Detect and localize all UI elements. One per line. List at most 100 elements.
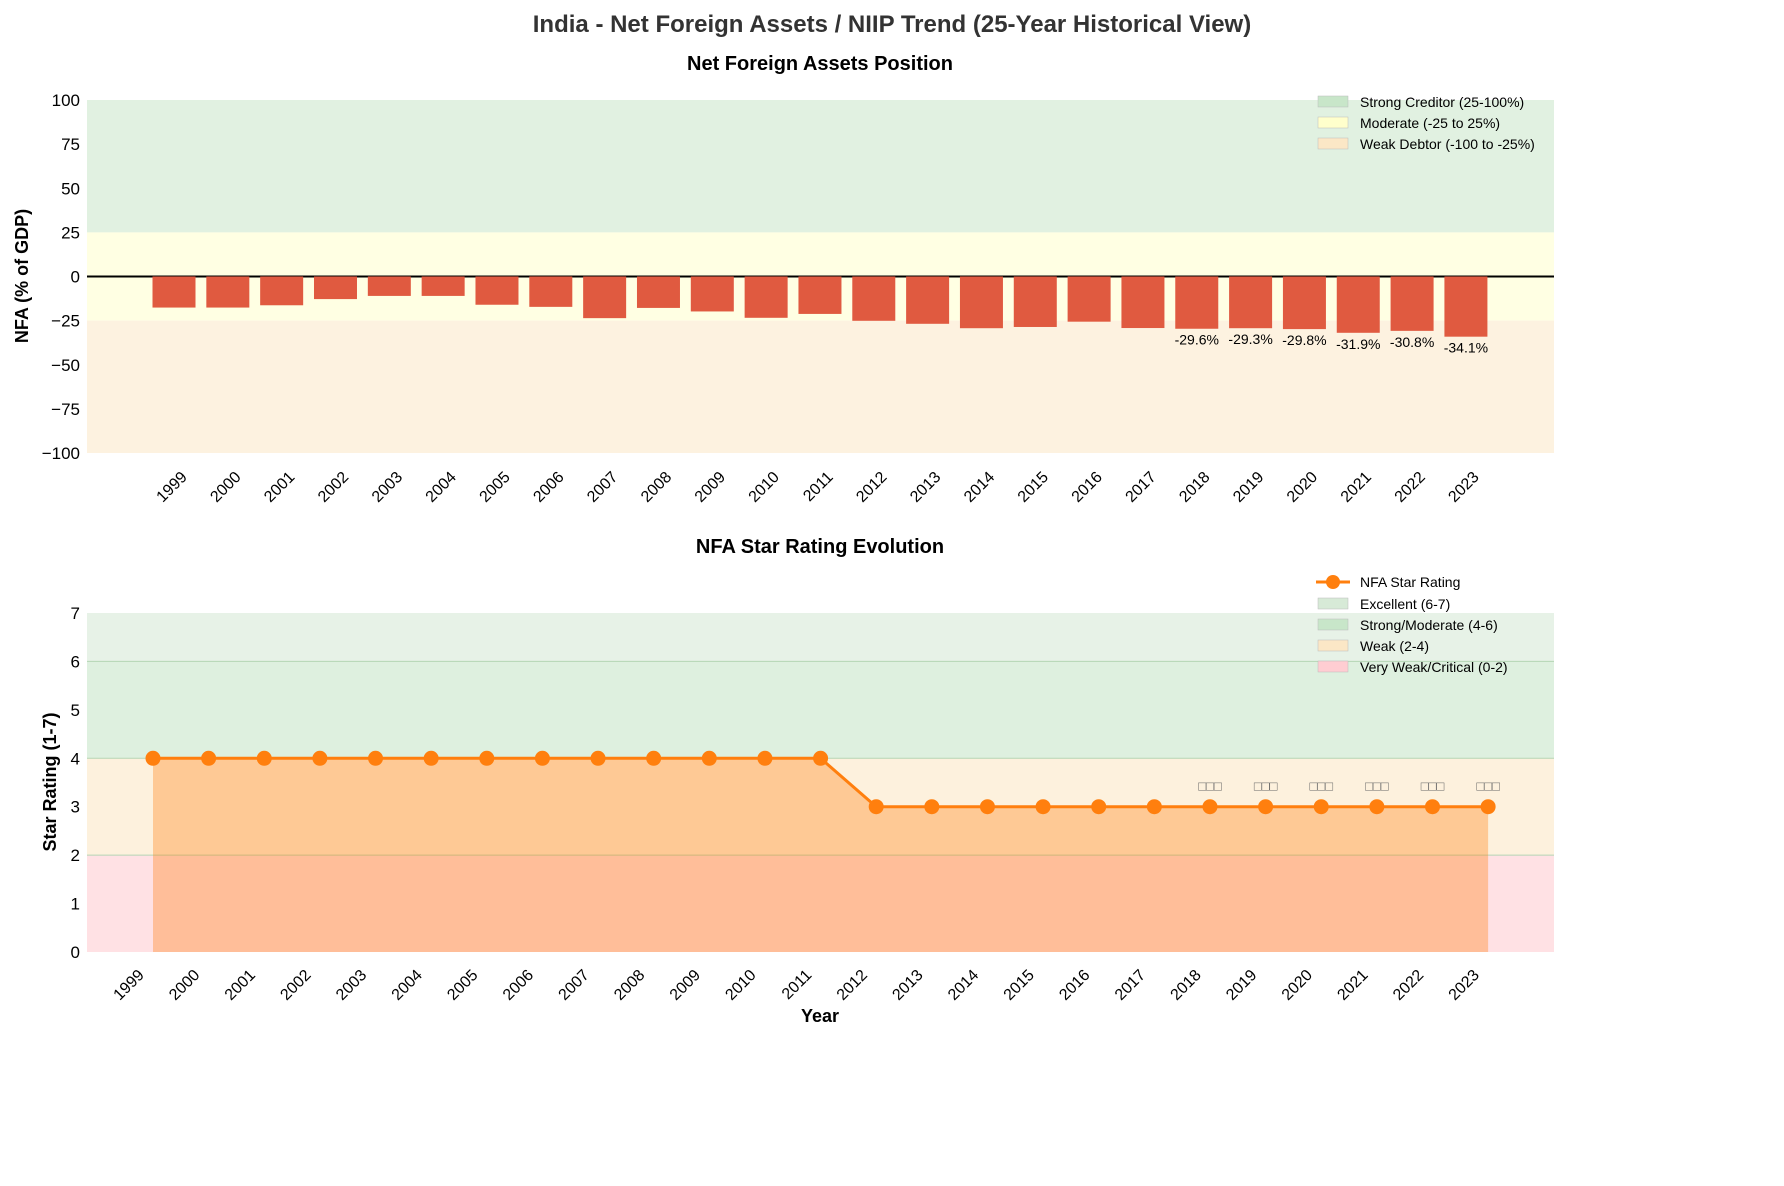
point-label: □□□: [1198, 779, 1222, 794]
x-tick-label: 2001: [222, 967, 259, 1004]
bar-2011: [798, 276, 842, 314]
rating-point-2006: [534, 750, 550, 766]
bar-2003: [367, 276, 411, 296]
x-tick-label: 2001: [261, 469, 298, 506]
x-tick-label: 2004: [423, 469, 460, 506]
data-label: -29.3%: [1228, 331, 1272, 347]
y-tick-label: 50: [61, 179, 80, 198]
y-tick-label: −50: [51, 356, 80, 375]
bar-2012: [852, 276, 896, 321]
y-tick-label: 4: [71, 749, 80, 768]
x-tick-label: 2009: [692, 469, 729, 506]
x-tick-label: 2023: [1445, 469, 1482, 506]
x-tick-label: 2016: [1056, 967, 1093, 1004]
rating-point-2005: [479, 750, 495, 766]
rating-point-2022: [1424, 799, 1440, 815]
x-tick-label: 2020: [1284, 469, 1321, 506]
point-label: □□□: [1421, 779, 1445, 794]
point-label: □□□: [1365, 779, 1389, 794]
y-tick-label: 5: [71, 701, 80, 720]
bar-2020: [1282, 276, 1326, 330]
rating-point-2000: [201, 750, 217, 766]
rating-point-2004: [423, 750, 439, 766]
x-tick-label: 2007: [584, 469, 621, 506]
point-label: □□□: [1309, 779, 1333, 794]
bottom-chart-title: NFA Star Rating Evolution: [696, 536, 944, 558]
x-tick-label: 2021: [1338, 469, 1375, 506]
x-tick-label: 2021: [1334, 967, 1371, 1004]
x-tick-label: 2000: [166, 967, 203, 1004]
band-0: [87, 613, 1554, 662]
legend-swatch: [1317, 618, 1349, 631]
x-tick-label: 2013: [907, 469, 944, 506]
legend-label: Moderate (-25 to 25%): [1360, 115, 1500, 131]
y-tick-label: 25: [61, 223, 80, 242]
bar-2010: [744, 276, 788, 318]
rating-point-2017: [1146, 799, 1162, 815]
x-tick-label: 2007: [556, 967, 593, 1004]
top-y-axis-label: NFA (% of GDP): [12, 209, 32, 343]
rating-point-2015: [1035, 799, 1051, 815]
x-tick-label: 2022: [1390, 967, 1427, 1004]
band-2: [87, 320, 1554, 453]
x-tick-label: 2003: [369, 469, 406, 506]
x-tick-label: 2009: [667, 967, 704, 1004]
x-tick-label: 2004: [389, 967, 426, 1004]
rating-point-2019: [1258, 799, 1274, 815]
y-tick-label: −25: [51, 312, 80, 331]
x-tick-label: 2022: [1392, 469, 1429, 506]
x-tick-label: 1999: [154, 469, 191, 506]
x-tick-label: 2005: [444, 967, 481, 1004]
bar-2005: [475, 276, 519, 305]
x-tick-label: 2015: [1015, 469, 1052, 506]
bar-2021: [1336, 276, 1380, 333]
legend-swatch: [1317, 116, 1349, 129]
y-tick-label: −75: [51, 400, 80, 419]
legend-swatch: [1317, 137, 1349, 150]
bar-2016: [1067, 276, 1111, 322]
bar-2014: [959, 276, 1003, 329]
rating-point-2013: [924, 799, 940, 815]
bar-2013: [906, 276, 950, 324]
x-tick-label: 2023: [1446, 967, 1483, 1004]
legend-label: NFA Star Rating: [1360, 574, 1460, 590]
bar-2022: [1390, 276, 1434, 331]
bar-2008: [636, 276, 680, 308]
bar-1999: [152, 276, 196, 308]
y-tick-label: 1: [71, 895, 80, 914]
x-tick-label: 2018: [1176, 469, 1213, 506]
bar-2006: [529, 276, 573, 307]
bar-2015: [1013, 276, 1057, 327]
top-chart-title: Net Foreign Assets Position: [687, 53, 953, 75]
x-tick-label: 2011: [800, 469, 836, 505]
legend-marker: [1326, 575, 1340, 589]
figure-title: India - Net Foreign Assets / NIIP Trend …: [533, 11, 1251, 38]
x-tick-label: 2006: [530, 469, 567, 506]
x-tick-label: 2016: [1069, 469, 1106, 506]
x-tick-label: 2018: [1168, 967, 1205, 1004]
rating-point-1999: [145, 750, 161, 766]
rating-point-2014: [979, 799, 995, 815]
rating-point-2011: [813, 750, 829, 766]
rating-point-2001: [256, 750, 272, 766]
legend-label: Weak Debtor (-100 to -25%): [1360, 136, 1535, 152]
bar-2019: [1229, 276, 1273, 329]
x-tick-label: 2019: [1230, 469, 1267, 506]
x-tick-label: 2010: [722, 967, 759, 1004]
legend-label: Very Weak/Critical (0-2): [1360, 659, 1508, 675]
rating-point-2003: [368, 750, 384, 766]
bar-2001: [260, 276, 304, 306]
rating-point-2021: [1369, 799, 1385, 815]
legend-label: Weak (2-4): [1360, 638, 1429, 654]
x-tick-label: 2017: [1122, 469, 1159, 506]
legend-swatch: [1317, 597, 1349, 610]
bottom-x-axis-label: Year: [801, 1006, 839, 1026]
legend-swatch: [1317, 95, 1349, 108]
y-tick-label: 6: [71, 652, 80, 671]
legend-label: Strong/Moderate (4-6): [1360, 617, 1498, 633]
x-tick-label: 2010: [746, 469, 783, 506]
bar-2002: [313, 276, 357, 300]
y-tick-label: 0: [71, 943, 80, 962]
